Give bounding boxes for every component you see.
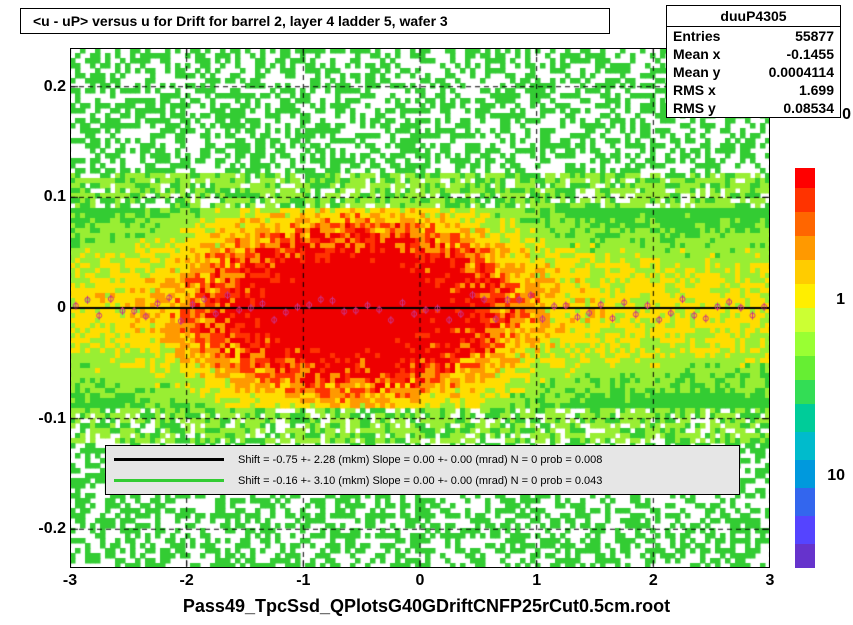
stats-entries-label: Entries — [673, 28, 720, 44]
x-tick: -3 — [63, 572, 77, 590]
legend-row-1: Shift = -0.75 +- 2.28 (mkm) Slope = 0.00… — [114, 454, 731, 466]
y-tick: 0 — [28, 299, 66, 317]
x-tick: 3 — [766, 572, 775, 590]
legend-line-1 — [114, 458, 224, 461]
x-tick: -2 — [180, 572, 194, 590]
stats-rmsy: RMS y 0.08534 — [667, 99, 840, 117]
fit-legend: Shift = -0.75 +- 2.28 (mkm) Slope = 0.00… — [105, 445, 740, 495]
stats-name: duuP4305 — [667, 6, 840, 27]
y-tick: -0.2 — [28, 520, 66, 538]
stats-entries-value: 55877 — [795, 28, 834, 44]
legend-text-2: Shift = -0.16 +- 3.10 (mkm) Slope = 0.00… — [238, 475, 602, 487]
colorbar-tick: 1 — [836, 291, 845, 309]
stats-meany-label: Mean y — [673, 64, 720, 80]
y-tick: -0.1 — [28, 410, 66, 428]
stats-entries: Entries 55877 — [667, 27, 840, 45]
colorbar-extra-zero: 0 — [842, 106, 851, 124]
stats-meanx-value: -0.1455 — [787, 46, 834, 62]
legend-text-1: Shift = -0.75 +- 2.28 (mkm) Slope = 0.00… — [238, 454, 602, 466]
stats-box: duuP4305 Entries 55877 Mean x -0.1455 Me… — [666, 5, 841, 118]
x-axis-label: Pass49_TpcSsd_QPlotsG40GDriftCNFP25rCut0… — [0, 596, 853, 617]
stats-meanx: Mean x -0.1455 — [667, 45, 840, 63]
x-tick: 2 — [649, 572, 658, 590]
stats-rmsx-label: RMS x — [673, 82, 716, 98]
stats-rmsy-label: RMS y — [673, 100, 716, 116]
stats-rmsx: RMS x 1.699 — [667, 81, 840, 99]
stats-meanx-label: Mean x — [673, 46, 720, 62]
stats-meany-value: 0.0004114 — [769, 64, 834, 80]
stats-rmsx-value: 1.699 — [799, 82, 834, 98]
x-tick: 1 — [532, 572, 541, 590]
stats-meany: Mean y 0.0004114 — [667, 63, 840, 81]
plot-title-text: <u - uP> versus u for Drift for barrel 2… — [33, 13, 448, 29]
legend-line-2 — [114, 479, 224, 482]
x-axis-label-text: Pass49_TpcSsd_QPlotsG40GDriftCNFP25rCut0… — [183, 596, 670, 616]
y-tick: 0.2 — [28, 78, 66, 96]
x-tick: 0 — [416, 572, 425, 590]
plot-title: <u - uP> versus u for Drift for barrel 2… — [20, 8, 610, 34]
colorbar-tick: 10 — [827, 467, 845, 485]
legend-row-2: Shift = -0.16 +- 3.10 (mkm) Slope = 0.00… — [114, 475, 731, 487]
colorbar — [795, 168, 815, 568]
stats-rmsy-value: 0.08534 — [783, 100, 834, 116]
y-tick: 0.1 — [28, 188, 66, 206]
x-tick: -1 — [296, 572, 310, 590]
